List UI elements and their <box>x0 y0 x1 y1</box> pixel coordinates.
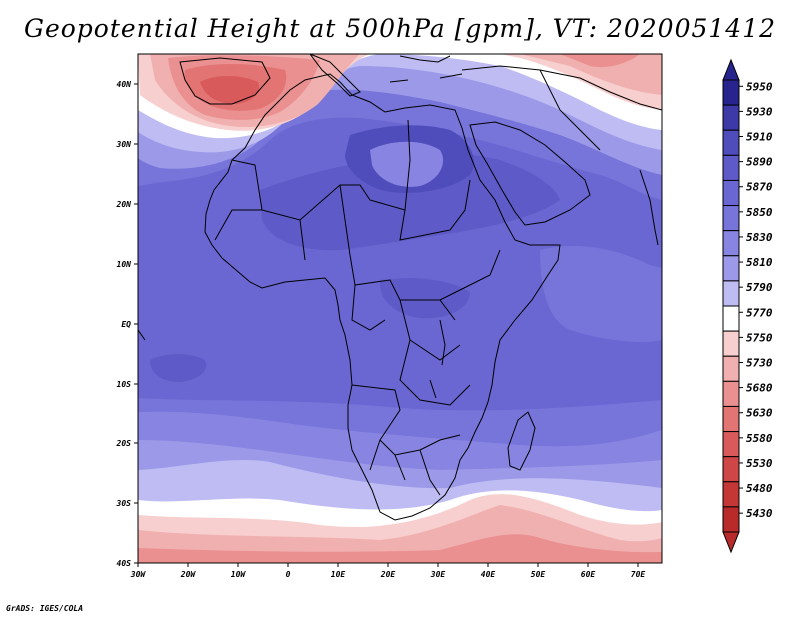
italy-med <box>309 54 463 97</box>
lat-label: 10S <box>117 380 132 389</box>
colorbar: 5950 5930 5910 5890 5870 5850 5830 5810 5790 5770… <box>722 58 773 554</box>
colorbar-level-label: 5830 <box>746 231 773 244</box>
colorbar-swatch <box>722 305 740 332</box>
colorbar-swatch <box>722 506 740 533</box>
lat-label: 10N <box>117 260 132 269</box>
band-5680-south <box>138 534 662 563</box>
colorbar-level-label: 5850 <box>746 206 773 219</box>
colorbar-level-label: 5810 <box>746 256 773 269</box>
lat-label: EQ <box>121 320 131 329</box>
colorbar-level-label: 5680 <box>746 382 773 395</box>
colorbar-level-label: 5910 <box>746 131 773 144</box>
colorbar-swatch <box>722 481 740 508</box>
colorbar-bottom-arrow <box>722 531 740 554</box>
lon-label: 20E <box>380 570 396 579</box>
colorbar-top-arrow <box>722 58 740 81</box>
india-coast <box>639 169 659 246</box>
coastlines <box>138 54 662 521</box>
colorbar-level-label: 5930 <box>746 105 773 118</box>
band-5870-ocean <box>150 354 207 382</box>
brazil-hint <box>138 329 146 341</box>
colorbar-swatch <box>722 79 740 106</box>
colorbar-level-label: 5530 <box>746 457 773 470</box>
lon-label: 30E <box>430 570 446 579</box>
middle-east <box>461 65 662 151</box>
height-field <box>138 54 662 563</box>
colorbar-swatch <box>722 129 740 156</box>
map-title: Geopotential Height at 500hPa [gpm], VT:… <box>23 14 777 43</box>
lat-label: 20N <box>116 200 132 209</box>
band-5870-sahara <box>370 141 444 187</box>
lat-label: 30N <box>116 140 132 149</box>
lon-label: 50E <box>531 570 546 579</box>
lat-label: 40N <box>117 80 132 89</box>
colorbar-level-label: 5870 <box>746 181 773 194</box>
colorbar-level-label: 5890 <box>746 156 773 169</box>
colorbar-level-label: 5770 <box>746 306 773 319</box>
iberia <box>179 57 271 105</box>
band-5580-north <box>200 76 259 104</box>
lon-axis: 30W 20W 10W 0 10E 20E 30E 40E 50E 60E 70… <box>130 563 646 579</box>
colorbar-level-label: 5580 <box>746 432 773 445</box>
colorbar-level-label: 5750 <box>746 331 773 344</box>
africa-coastline <box>204 73 561 521</box>
colorbar-swatch <box>722 154 740 181</box>
colorbar-swatch <box>722 431 740 458</box>
lon-label: 0 <box>286 570 291 579</box>
colorbar-swatch <box>722 230 740 257</box>
colorbar-swatch <box>722 255 740 282</box>
map-frame <box>137 53 663 564</box>
lon-label: 40E <box>481 570 496 579</box>
lon-label: 20W <box>180 570 197 579</box>
colorbar-swatch <box>722 405 740 433</box>
lon-label: 60E <box>581 570 596 579</box>
colorbar-swatch <box>722 330 740 357</box>
lon-label: 30W <box>130 570 147 579</box>
lon-label: 10E <box>331 570 346 579</box>
colorbar-level-label: 5790 <box>746 281 773 294</box>
colorbar-level-label: 5630 <box>746 407 773 420</box>
madagascar <box>507 411 536 471</box>
borders-central <box>349 249 501 406</box>
colorbar-swatch <box>722 456 740 483</box>
lat-label: 30S <box>116 499 132 508</box>
colorbar-swatch <box>722 280 740 307</box>
colorbar-swatch <box>722 355 740 382</box>
band-5680-north <box>168 54 640 120</box>
borders-south <box>351 384 461 496</box>
lon-label: 70E <box>631 570 646 579</box>
great-lakes <box>429 319 446 399</box>
colorbar-swatch <box>722 179 740 207</box>
band-5870-core <box>260 153 560 251</box>
borders-north <box>214 119 471 261</box>
colorbar-level-label: 5480 <box>746 482 773 495</box>
colorbar-level-label: 5730 <box>746 357 773 370</box>
lat-label: 40S <box>117 559 132 568</box>
lon-label: 10W <box>231 570 247 579</box>
colorbar-level-label: 5950 <box>746 80 773 93</box>
colorbar-swatch <box>722 205 740 232</box>
colorbar-swatch <box>722 380 740 407</box>
lat-axis: 40N 30N 20N 10N EQ 10S 20S 30S 40S <box>116 80 138 568</box>
band-5830-ocean <box>540 245 662 342</box>
grads-credit: GrADS: IGES/COLA <box>6 604 84 613</box>
colorbar-level-label: 5430 <box>746 507 773 520</box>
lat-label: 20S <box>116 439 132 448</box>
colorbar-swatch <box>722 104 740 131</box>
arabian-peninsula <box>469 121 591 226</box>
